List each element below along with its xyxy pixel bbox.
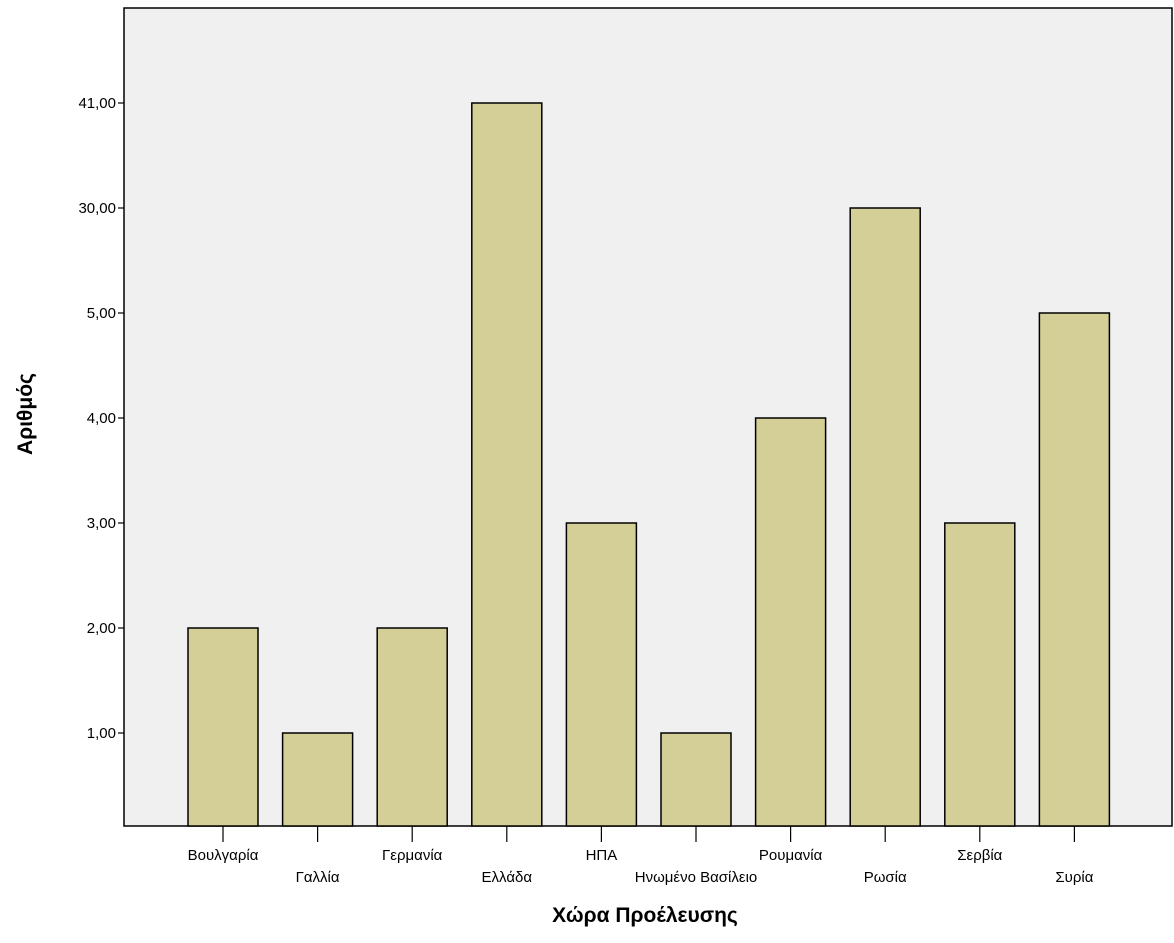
bar-4 xyxy=(471,102,543,827)
bar-3 xyxy=(376,627,448,827)
x-axis-title: Χώρα Προέλευσης xyxy=(552,904,738,927)
x-axis: Βουλγαρία Γαλλία Γερμανία Ελλάδα ΗΠΑ Ηνωμένο … xyxy=(188,826,1094,886)
bar-5 xyxy=(565,522,638,827)
x-category-label: Βουλγαρία xyxy=(188,847,259,864)
bars xyxy=(187,102,1111,827)
x-category-label: Γαλλία xyxy=(296,869,340,886)
y-axis-title: Αριθμός xyxy=(14,373,37,455)
x-category-label: Ρουμανία xyxy=(759,847,823,864)
y-tick-label: 2,00 xyxy=(87,620,116,637)
y-tick-label: 4,00 xyxy=(87,410,116,427)
bar-9 xyxy=(944,522,1016,827)
x-category-label: Ρωσία xyxy=(864,869,907,886)
x-category-label: Ελλάδα xyxy=(482,869,533,886)
x-category-label: Σερβία xyxy=(957,847,1002,864)
y-tick-label: 30,00 xyxy=(78,200,116,217)
x-category-label: ΗΠΑ xyxy=(586,847,618,864)
x-category-label: Γερμανία xyxy=(382,847,443,864)
bar-1 xyxy=(187,627,259,827)
y-tick-label: 5,00 xyxy=(87,305,116,322)
y-tick-label: 1,00 xyxy=(87,725,116,742)
y-axis: 1,00 2,00 3,00 4,00 5,00 30,00 41,00 xyxy=(78,95,124,742)
x-category-label: Ηνωμένο Βασίλειο xyxy=(635,869,758,886)
bar-2 xyxy=(281,732,354,827)
bar-6 xyxy=(660,732,732,827)
y-tick-label: 41,00 xyxy=(78,95,116,112)
x-category-label: Συρία xyxy=(1055,869,1093,886)
bar-8 xyxy=(849,207,921,827)
bar-10 xyxy=(1038,312,1111,827)
y-tick-label: 3,00 xyxy=(87,515,116,532)
bar-7 xyxy=(754,417,827,827)
